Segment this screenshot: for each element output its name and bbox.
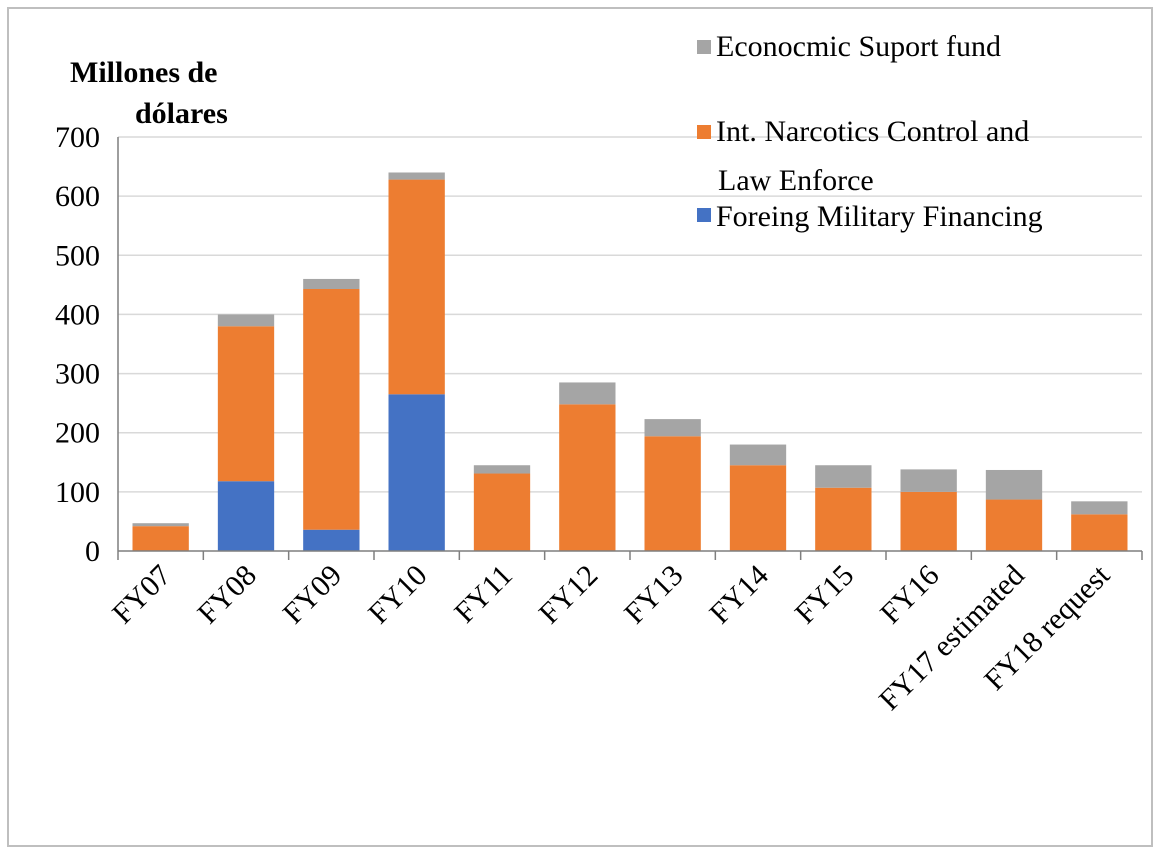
- y-tick-label: 200: [55, 417, 100, 450]
- y-tick-label: 500: [55, 239, 100, 272]
- bars: [132, 172, 1128, 551]
- bar-segment: [559, 382, 616, 405]
- x-tick-label: FY14: [703, 559, 775, 631]
- y-axis-title-line2: dólares: [135, 97, 228, 130]
- y-axis-title-line1: Millones de: [70, 56, 218, 89]
- legend-swatch-military-financing: [697, 208, 711, 222]
- legend: Econocmic Suport fund Int. Narcotics Con…: [697, 30, 1043, 233]
- bar-segment: [815, 487, 872, 551]
- bar-segment: [473, 473, 531, 551]
- bar-segment: [985, 499, 1043, 551]
- bar-segment: [1071, 514, 1128, 551]
- legend-swatch-economic-support: [697, 40, 711, 54]
- x-tick-label: FY16: [874, 559, 946, 631]
- legend-label-economic-support: Econocmic Suport fund: [716, 30, 1001, 63]
- bar-segment: [900, 491, 957, 551]
- bar-segment: [1071, 501, 1128, 515]
- bar-segment: [729, 444, 787, 466]
- bar-segment: [132, 526, 189, 551]
- y-tick-label: 600: [55, 180, 100, 213]
- bar-segment: [644, 419, 701, 437]
- y-tick-labels: 0 100 200 300 400 500 600 700: [55, 121, 100, 568]
- bar-segment: [644, 436, 701, 551]
- x-tick-label: FY07: [106, 559, 178, 631]
- bar-segment: [303, 278, 360, 289]
- gridlines: [118, 136, 1142, 493]
- legend-label-narcotics-control-line2: Law Enforce: [718, 164, 874, 197]
- legend-swatch-narcotics-control: [697, 125, 711, 139]
- y-tick-label: 100: [55, 476, 100, 509]
- bar-segment: [303, 288, 360, 530]
- y-tick-label: 300: [55, 358, 100, 391]
- bar-segment: [388, 394, 445, 551]
- x-tick-label: FY17 estimated: [873, 559, 1031, 717]
- x-tick-label: FY15: [789, 559, 861, 631]
- x-tick-label: FY13: [618, 559, 690, 631]
- bar-segment: [815, 465, 872, 488]
- y-tick-label: 700: [55, 121, 100, 154]
- x-tick-label: FY11: [448, 559, 519, 630]
- legend-label-military-financing: Foreing Military Financing: [716, 200, 1043, 233]
- bar-segment: [303, 529, 360, 551]
- legend-label-narcotics-control-line1: Int. Narcotics Control and: [716, 115, 1029, 148]
- axes: [117, 137, 1143, 560]
- x-tick-label: FY10: [362, 559, 434, 631]
- bar-segment: [559, 404, 616, 551]
- bar-segment: [985, 469, 1043, 500]
- y-tick-label: 400: [55, 298, 100, 331]
- bar-segment: [217, 326, 275, 482]
- bar-segment: [132, 523, 189, 527]
- x-tick-labels: FY07 FY08 FY09 FY10 FY11 FY12 FY13 FY14 FY15 FY16…: [106, 558, 1117, 717]
- bar-segment: [388, 172, 445, 180]
- y-tick-label: 0: [85, 535, 100, 568]
- x-tick-label: FY09: [277, 559, 349, 631]
- bar-segment: [900, 469, 957, 492]
- bar-segment: [729, 465, 787, 551]
- x-tick-label: FY12: [533, 559, 605, 631]
- bar-segment: [473, 465, 531, 474]
- x-tick-label: FY08: [191, 559, 263, 631]
- bar-segment: [217, 481, 275, 551]
- bar-segment: [217, 314, 275, 327]
- bar-segment: [388, 179, 445, 395]
